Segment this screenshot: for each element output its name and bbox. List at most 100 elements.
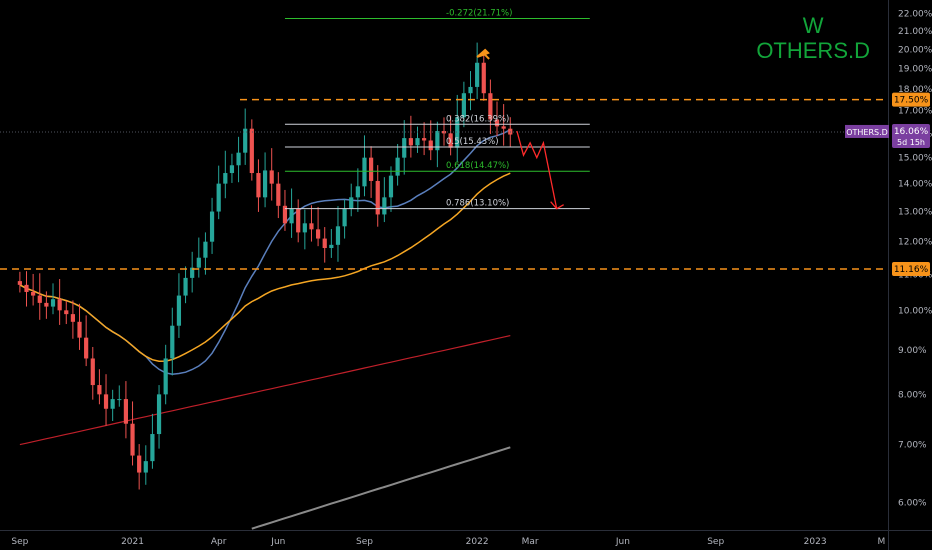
x-tick-label: 2022: [466, 537, 489, 547]
candle-body: [302, 223, 307, 233]
candle-body: [183, 277, 188, 296]
candle-body: [236, 152, 241, 166]
y-tick-label: 6.00%: [898, 499, 927, 509]
y-tick-label: 8.00%: [898, 390, 927, 400]
x-tick-label: Sep: [707, 537, 724, 547]
candle-body: [422, 138, 427, 141]
candle: [369, 146, 374, 198]
candle-body: [435, 131, 440, 151]
candle: [501, 104, 506, 146]
candle-body: [70, 314, 75, 322]
candle: [229, 153, 235, 183]
x-tick-label: Jun: [615, 537, 630, 547]
candle: [156, 385, 162, 449]
candle-body: [276, 183, 281, 206]
price-badge-value: 16.06%: [894, 127, 929, 137]
candle-body: [329, 244, 334, 249]
candle-body: [137, 455, 142, 473]
candle-body: [494, 119, 500, 127]
candle: [24, 271, 29, 307]
candle-body: [50, 299, 56, 307]
price-badge: [892, 123, 930, 148]
candle-body: [461, 93, 466, 118]
candle-body: [110, 399, 115, 409]
candle: [262, 152, 268, 208]
candle: [64, 301, 69, 325]
candle: [494, 101, 500, 137]
candle-body: [216, 183, 221, 212]
candle-body: [37, 295, 42, 303]
candle: [302, 209, 307, 250]
candle: [190, 251, 195, 293]
fib-level-label: 0.618(14.47%): [446, 161, 509, 171]
candle: [355, 168, 360, 212]
candle: [57, 279, 62, 325]
y-tick-label: 18.00%: [898, 85, 932, 95]
candle: [435, 121, 440, 168]
candle-body: [209, 211, 215, 242]
candle-body: [190, 267, 195, 278]
candle-body: [315, 229, 321, 239]
candle: [176, 273, 182, 338]
candle-body: [243, 128, 248, 153]
candle-body: [309, 223, 314, 230]
candle-body: [84, 337, 89, 359]
candle-body: [322, 238, 327, 249]
watermark-symbol: OTHERS.D: [756, 38, 870, 63]
candle-body: [196, 257, 201, 268]
candle: [183, 266, 188, 304]
candle-body: [369, 157, 374, 181]
y-tick-label: 22.00%: [898, 9, 932, 19]
watermark-interval: W: [802, 13, 824, 38]
candle-body: [362, 157, 367, 187]
projection-arrow-head: [550, 201, 564, 210]
y-tick-label: 13.00%: [898, 208, 932, 218]
candle-body: [395, 157, 400, 176]
ma-50-line: [19, 172, 511, 362]
peak-marker-icon: [476, 48, 490, 60]
candle-body: [117, 399, 122, 401]
candle: [315, 207, 321, 247]
candle-body: [468, 86, 473, 94]
candle: [143, 445, 148, 485]
candle-body: [262, 170, 268, 198]
candle-body: [223, 173, 228, 184]
candle-body: [335, 226, 341, 245]
candle-body: [64, 310, 69, 315]
candle: [408, 115, 413, 158]
candle: [468, 71, 473, 111]
candle: [382, 177, 387, 223]
candle: [309, 205, 314, 242]
x-tick-label: Mar: [522, 537, 539, 547]
watermark: W OTHERS.D: [756, 14, 870, 64]
candle-body: [90, 358, 95, 386]
candle: [203, 232, 208, 275]
candle: [282, 189, 288, 231]
candle-body: [31, 291, 36, 296]
candle: [17, 271, 22, 293]
symbol-badge-label: OTHERS.D: [846, 128, 888, 137]
candle: [475, 42, 480, 100]
candle: [37, 273, 42, 320]
candle: [70, 300, 75, 339]
candle: [388, 166, 394, 212]
candle: [123, 381, 129, 439]
y-tick-label: 12.00%: [898, 238, 932, 248]
candle: [130, 401, 135, 466]
x-tick-label: Sep: [356, 537, 373, 547]
candle: [196, 237, 201, 278]
candle-body: [24, 284, 29, 292]
y-tick-label: 21.00%: [898, 27, 932, 37]
candle: [296, 199, 301, 243]
candle: [103, 374, 109, 426]
candle: [256, 159, 261, 212]
candle: [415, 126, 420, 153]
candle-body: [501, 126, 506, 129]
fib-level-label: -0.272(21.71%): [446, 8, 512, 18]
candle-body: [408, 138, 413, 146]
candle: [342, 199, 347, 239]
candle: [150, 413, 155, 469]
y-tick-label: 20.00%: [898, 45, 932, 55]
